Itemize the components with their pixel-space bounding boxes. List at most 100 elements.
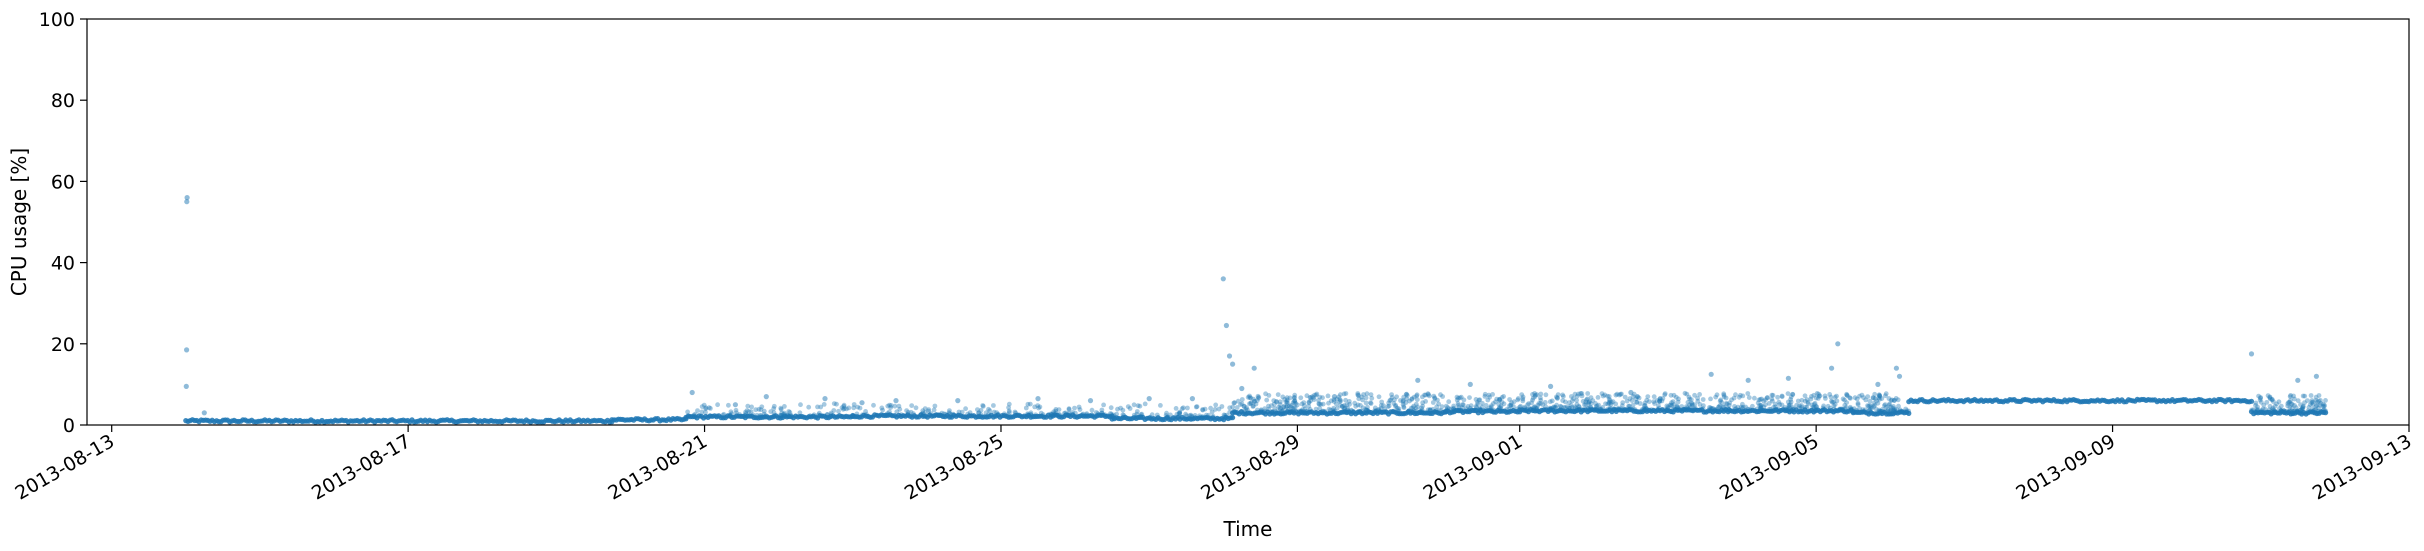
- data-point: [1594, 406, 1599, 412]
- data-point: [1282, 397, 1287, 402]
- data-point: [1395, 407, 1401, 413]
- data-point: [745, 403, 751, 409]
- data-point: [1099, 410, 1105, 416]
- data-point: [1727, 400, 1732, 406]
- data-point: [1713, 394, 1719, 400]
- data-point: [1131, 402, 1137, 408]
- data-point: [785, 412, 790, 418]
- data-point: [1788, 407, 1794, 412]
- data-point: [1598, 407, 1604, 412]
- data-point: [2300, 405, 2306, 411]
- data-point: [1413, 408, 1418, 414]
- data-point: [1851, 406, 1857, 412]
- data-point: [1679, 404, 1685, 409]
- data-point: [1028, 410, 1034, 416]
- data-point: [1582, 402, 1587, 408]
- data-point: [1578, 407, 1583, 412]
- data-point: [1121, 413, 1127, 418]
- data-point: [1084, 412, 1089, 418]
- data-point: [1134, 409, 1140, 414]
- data-point: [1343, 391, 1349, 396]
- data-point: [1788, 397, 1793, 402]
- data-point: [1810, 404, 1816, 410]
- data-point: [1200, 407, 1206, 412]
- data-point: [1854, 408, 1859, 413]
- data-point: [1875, 400, 1881, 406]
- data-point: [1889, 397, 1895, 403]
- data-point: [811, 412, 817, 418]
- data-point: [1364, 407, 1369, 413]
- data-point: [1720, 404, 1726, 410]
- data-point: [1318, 402, 1324, 407]
- data-point: [1576, 391, 1581, 397]
- data-point: [1177, 410, 1183, 416]
- data-point: [1216, 406, 1222, 412]
- data-point: [1428, 407, 1433, 413]
- data-point: [1391, 408, 1396, 414]
- data-point: [836, 408, 841, 414]
- data-point: [946, 410, 952, 416]
- data-point: [777, 412, 783, 418]
- data-point: [1617, 392, 1622, 398]
- data-point: [1202, 406, 1208, 412]
- data-point: [1733, 392, 1738, 398]
- data-point: [1758, 405, 1763, 411]
- data-point: [1394, 394, 1399, 400]
- data-point: [1306, 399, 1312, 405]
- data-point: [1404, 391, 1409, 397]
- data-point: [1066, 407, 1072, 412]
- data-point: [1671, 407, 1677, 412]
- data-point: [1306, 400, 1312, 406]
- data-point: [1725, 405, 1731, 411]
- data-point: [1735, 404, 1741, 410]
- data-point: [1898, 408, 1903, 414]
- data-point: [1517, 404, 1523, 410]
- data-point: [1187, 413, 1192, 418]
- data-point: [1292, 400, 1297, 405]
- data-point: [1213, 402, 1219, 408]
- data-point: [1605, 407, 1610, 412]
- data-point: [1403, 400, 1409, 405]
- data-point: [1120, 412, 1126, 418]
- data-point: [1401, 405, 1407, 411]
- data-point: [2295, 408, 2300, 414]
- data-point: [1006, 408, 1012, 414]
- data-point: [1290, 400, 1296, 405]
- data-point: [1459, 405, 1465, 410]
- data-point: [1571, 396, 1576, 401]
- data-point: [2281, 408, 2287, 414]
- data-point: [1516, 396, 1521, 401]
- data-point: [1238, 402, 1243, 407]
- data-point: [959, 409, 965, 415]
- data-point: [1687, 396, 1692, 402]
- data-point: [1522, 405, 1527, 411]
- data-point: [1277, 405, 1283, 411]
- data-point: [763, 413, 769, 419]
- data-point: [743, 411, 749, 417]
- data-point: [1816, 393, 1822, 399]
- data-point: [1712, 407, 1718, 412]
- data-point: [1053, 408, 1059, 414]
- data-point: [2269, 397, 2275, 403]
- data-point: [1283, 399, 1289, 405]
- data-point: [1842, 406, 1848, 412]
- data-point: [1871, 395, 1876, 401]
- data-point: [806, 404, 812, 410]
- data-point: [771, 406, 777, 411]
- data-point: [685, 409, 690, 415]
- data-point: [1885, 408, 1891, 414]
- data-point: [1210, 413, 1216, 419]
- data-point: [2310, 409, 2315, 414]
- data-point: [1657, 396, 1663, 402]
- data-point: [2287, 394, 2293, 399]
- data-point: [816, 410, 822, 416]
- data-point: [1566, 405, 1571, 411]
- data-point: [815, 404, 820, 410]
- data-point: [1576, 403, 1582, 409]
- data-point: [1430, 400, 1436, 405]
- data-point: [787, 410, 793, 415]
- data-point: [905, 409, 911, 415]
- data-point: [1231, 408, 1237, 414]
- data-point: [1732, 407, 1738, 412]
- data-point: [1365, 404, 1370, 410]
